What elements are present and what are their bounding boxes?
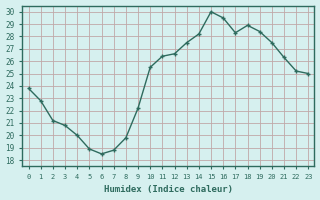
X-axis label: Humidex (Indice chaleur): Humidex (Indice chaleur) — [104, 185, 233, 194]
